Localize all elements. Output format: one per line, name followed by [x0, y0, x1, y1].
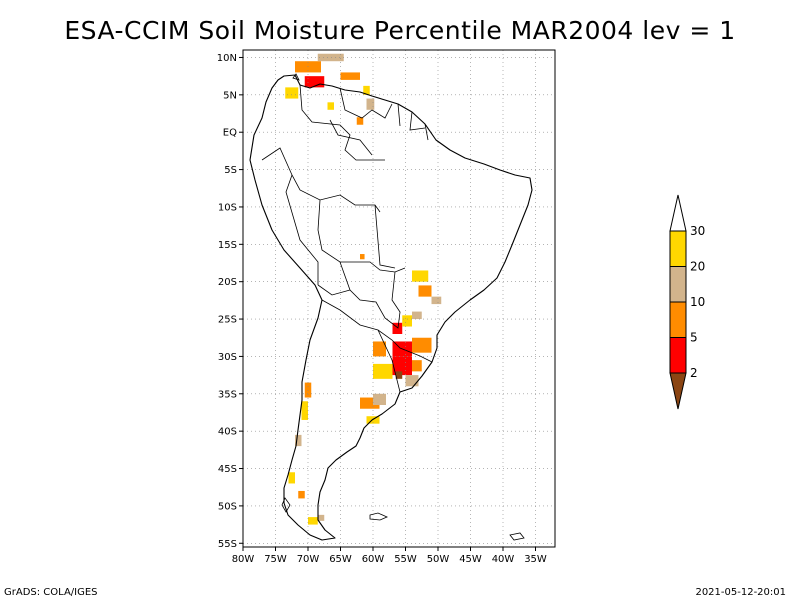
- lon-tick-label: 75W: [264, 554, 287, 565]
- anomaly-cell: [392, 322, 403, 334]
- anomaly-cell: [405, 375, 419, 387]
- lon-tick-label: 70W: [297, 554, 320, 565]
- anomaly-cell: [418, 285, 432, 297]
- lat-tick-label: 5N: [223, 90, 237, 101]
- south-america-coastline: [249, 74, 533, 541]
- colorbar-segment: [669, 266, 687, 303]
- anomaly-cell: [360, 397, 380, 409]
- lon-tick-label: 55W: [394, 554, 417, 565]
- anomaly-cell: [366, 98, 375, 110]
- anomaly-cell: [402, 315, 412, 327]
- anomaly-cell: [285, 87, 299, 99]
- colorbar-segment: [669, 301, 687, 338]
- footer-credit: GrADS: COLA/IGES: [4, 587, 98, 598]
- chart-title: ESA-CCIM Soil Moisture Percentile MAR200…: [64, 16, 736, 45]
- lat-tick-label: 10N: [217, 53, 237, 64]
- anomaly-cell: [395, 371, 403, 379]
- lat-tick-label: 35S: [218, 389, 237, 400]
- anomaly-cell: [340, 72, 360, 80]
- anomaly-cell: [373, 363, 393, 379]
- map-frame: [242, 49, 556, 548]
- anomaly-cell: [360, 254, 365, 260]
- anomaly-cell: [317, 53, 344, 62]
- anomaly-cell: [295, 434, 302, 447]
- lat-tick-label: 50S: [218, 501, 237, 512]
- colorbar-label: 2: [690, 366, 698, 380]
- lat-tick-label: 40S: [218, 427, 237, 438]
- anomaly-cell: [412, 337, 432, 353]
- anomaly-layer: [285, 53, 442, 525]
- lon-tick-label: 60W: [362, 554, 385, 565]
- anomaly-cell: [327, 102, 334, 110]
- colorbar-segment: [669, 337, 687, 374]
- colorbar-label: 30: [690, 224, 705, 238]
- lat-tick-label: 5S: [224, 165, 237, 176]
- anomaly-cell: [301, 401, 308, 420]
- anomaly-cell: [363, 85, 370, 95]
- colorbar-label: 5: [690, 331, 698, 345]
- lat-tick-label: 45S: [218, 464, 237, 475]
- anomaly-cell: [373, 341, 386, 357]
- lon-tick-label: 35W: [524, 554, 547, 565]
- lakes-and-islands: [281, 73, 525, 541]
- lat-tick-label: 20S: [218, 277, 237, 288]
- colorbar-label: 10: [690, 295, 705, 309]
- lon-tick-label: 45W: [459, 554, 482, 565]
- lat-tick-label: 25S: [218, 315, 237, 326]
- anomaly-cell: [317, 514, 325, 521]
- lat-tick-label: 15S: [218, 240, 237, 251]
- lon-tick-label: 50W: [427, 554, 450, 565]
- colorbar-cap-top: [669, 194, 687, 232]
- colorbar-cap-bottom: [669, 372, 687, 410]
- axis-ticks: 10N 5N EQ 5S 10S 15S 20S 25S 30S 35S 40S 45S 50S 55S 8…: [217, 53, 547, 565]
- grid-layer: [242, 50, 555, 547]
- lat-tick-label: EQ: [223, 128, 237, 139]
- colorbar-label: 20: [690, 260, 705, 274]
- lat-tick-label: 55S: [218, 539, 237, 550]
- footer-timestamp: 2021-05-12-20:01: [695, 587, 786, 598]
- colorbar: 30 20 10 5 2: [669, 194, 705, 410]
- anomaly-cell: [373, 393, 386, 405]
- anomaly-cell: [412, 270, 429, 282]
- colorbar-segment: [669, 230, 687, 267]
- anomaly-cell: [308, 517, 318, 525]
- lat-tick-label: 10S: [218, 202, 237, 213]
- anomaly-cell: [412, 311, 422, 320]
- anomaly-cell: [304, 76, 325, 88]
- anomaly-cell: [392, 356, 412, 376]
- anomaly-cell: [288, 472, 295, 484]
- anomaly-cell: [356, 117, 364, 125]
- lat-tick-label: 30S: [218, 352, 237, 363]
- lon-tick-label: 65W: [329, 554, 352, 565]
- anomaly-cell: [298, 490, 305, 499]
- lon-tick-label: 80W: [232, 554, 255, 565]
- lon-tick-label: 40W: [492, 554, 515, 565]
- anomaly-cell: [412, 360, 422, 372]
- coastline-layer: [249, 73, 533, 541]
- anomaly-cell: [431, 296, 442, 305]
- country-borders: [261, 84, 433, 393]
